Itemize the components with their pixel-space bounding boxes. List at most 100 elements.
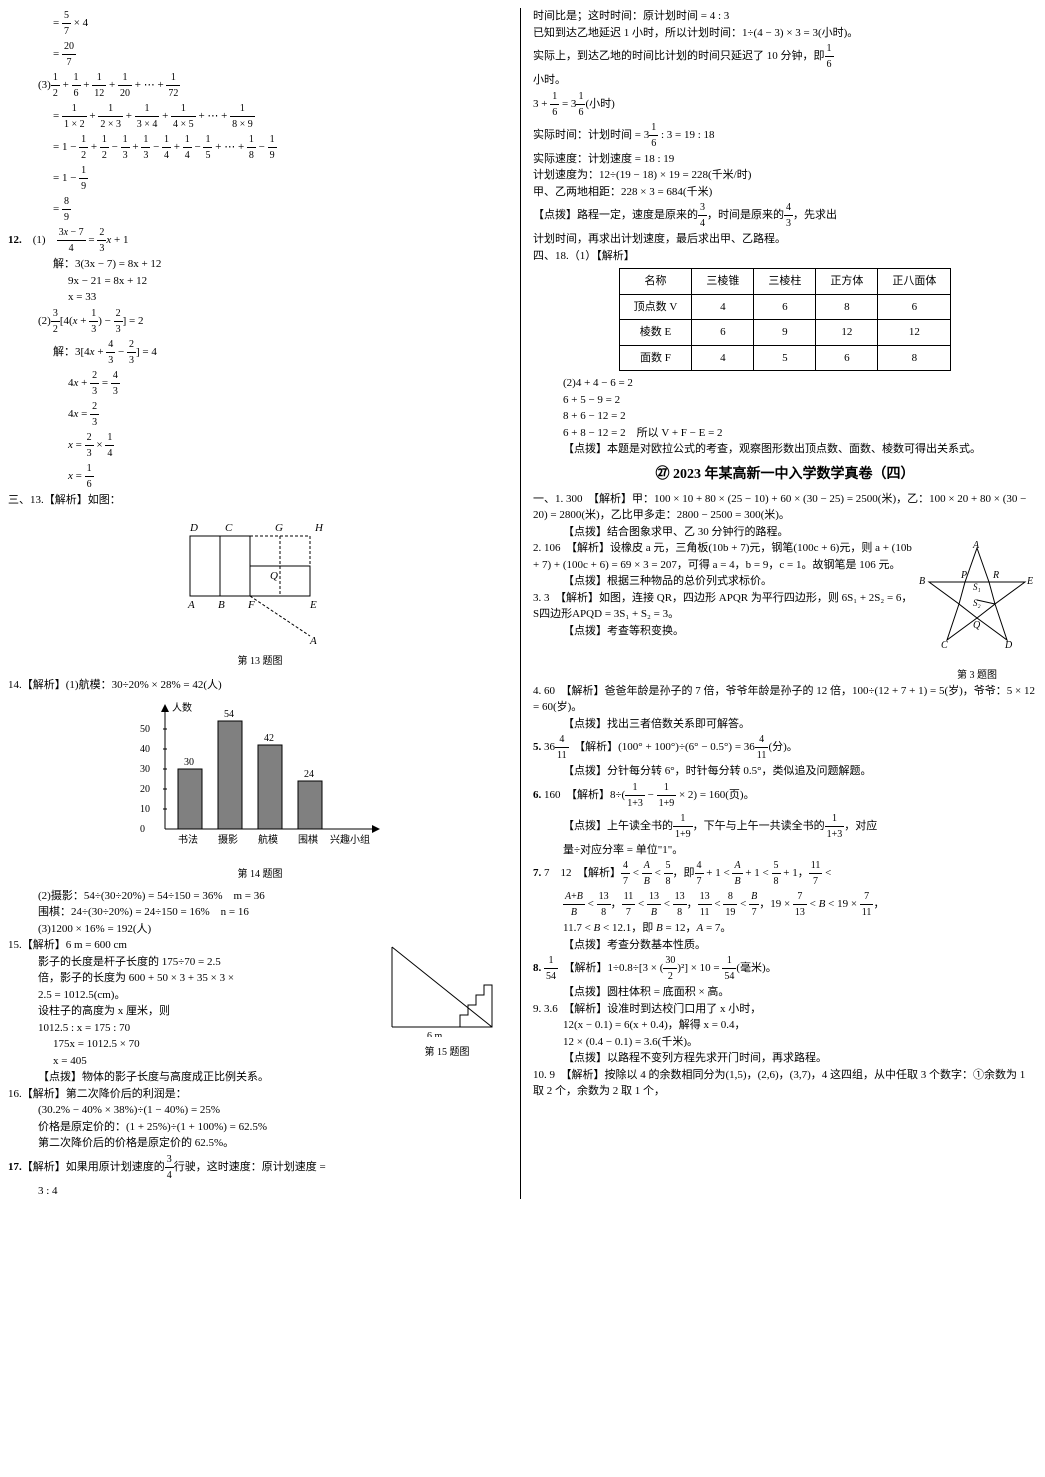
r-line: 已知到达乙地延迟 1 小时，所以计划时间：1÷(4 − 3) × 3 = 3(小… — [533, 25, 1037, 42]
q18-tip: 【点拨】本题是对欧拉公式的考查，观察图形数出顶点数、面数、棱数可得出关系式。 — [563, 441, 1037, 458]
q15-diagram: 6 m 第 15 题图 — [382, 937, 512, 1060]
q17: 17.【解析】如果用原计划速度的34行驶，这时速度：原计划速度 = — [8, 1152, 512, 1183]
svg-text:P: P — [960, 570, 967, 581]
svg-text:B: B — [919, 576, 925, 587]
svg-text:A: A — [187, 599, 195, 611]
q7-l: A+BB < 138，117 < 13B < 138，1311 < 819 < … — [563, 889, 1037, 920]
svg-text:Q: Q — [973, 620, 981, 631]
q14-2a: (2)摄影：54÷(30÷20%) = 54÷150 = 36% m = 36 — [38, 888, 512, 905]
q18-l: 6 + 8 − 12 = 2 所以 V + F − E = 2 — [563, 425, 1037, 442]
svg-text:书法: 书法 — [178, 833, 198, 846]
step: x = 33 — [68, 289, 512, 306]
svg-text:围棋: 围棋 — [298, 833, 318, 846]
q14-chart: 人数 0 10 20 30 40 50 30 54 42 24 — [8, 699, 512, 882]
step: x = 23 × 14 — [68, 430, 512, 461]
q16: 16.【解析】第二次降价后的利润是： — [8, 1086, 512, 1103]
svg-text:人数: 人数 — [172, 701, 192, 714]
q18-l: (2)4 + 4 − 6 = 2 — [563, 375, 1037, 392]
svg-text:R: R — [992, 570, 999, 581]
eq-line: = 57 × 4 — [53, 8, 512, 39]
q17-l: 3 : 4 — [38, 1183, 512, 1200]
eq-line: = 1 − 19 — [53, 163, 512, 194]
q7-tip: 【点拨】考查分数基本性质。 — [563, 937, 1037, 954]
svg-text:C: C — [225, 522, 233, 534]
q9-tip: 【点拨】以路程不变列方程先求开门时间，再求路程。 — [563, 1050, 1037, 1067]
svg-text:50: 50 — [140, 724, 150, 735]
svg-text:A: A — [309, 635, 317, 646]
r-line: 计划速度为：12÷(19 − 18) × 19 = 228(千米/时) — [533, 167, 1037, 184]
q16-l: (30.2% − 40% × 38%)÷(1 − 40%) = 25% — [38, 1102, 512, 1119]
svg-text:航模: 航模 — [258, 833, 278, 846]
svg-text:6 m: 6 m — [427, 1031, 443, 1037]
svg-text:E: E — [309, 599, 317, 611]
left-column: = 57 × 4 = 207 (3)12 + 16 + 112 + 120 + … — [8, 8, 521, 1199]
q5-tip: 【点拨】分针每分转 6°，时针每分转 0.5°，类似追及问题解题。 — [563, 763, 1037, 780]
r-line: 实际速度：计划速度 = 18 : 19 — [533, 151, 1037, 168]
q16-l: 第二次降价后的价格是原定价的 62.5%。 — [38, 1135, 512, 1152]
q15-tip: 【点拨】物体的影子长度与高度成正比例关系。 — [38, 1069, 512, 1086]
q6-tip2: 量÷对应分率 = 单位"1"。 — [563, 842, 1037, 859]
eq-line: = 1 − 12 + 12 − 13 + 13 − 14 + 14 − 15 +… — [53, 132, 512, 163]
r-line: 计划时间，再求出计划速度，最后求出甲、乙路程。 — [533, 231, 1037, 248]
eq-line: = 11 × 2 + 12 × 3 + 13 × 4 + 14 × 5 + ⋯ … — [53, 101, 512, 132]
svg-text:兴趣小组: 兴趣小组 — [330, 833, 370, 846]
svg-text:24: 24 — [304, 769, 314, 780]
q3: (3)12 + 16 + 112 + 120 + ⋯ + 172 — [38, 70, 512, 101]
q18-l: 6 + 5 − 9 = 2 — [563, 392, 1037, 409]
svg-text:D: D — [1004, 640, 1013, 651]
r-line: 甲、乙两地相距：228 × 3 = 684(千米) — [533, 184, 1037, 201]
svg-text:20: 20 — [140, 784, 150, 795]
svg-text:S₁: S₁ — [973, 582, 981, 592]
step: 解：3(3x − 7) = 8x + 12 — [53, 256, 512, 273]
svg-text:10: 10 — [140, 804, 150, 815]
star-diagram: A B E C D P R Q S₁ S₂ 第 3 题图 — [917, 540, 1037, 683]
q14: 14.【解析】(1)航模：30÷20% × 28% = 42(人) — [8, 677, 512, 694]
euler-table: 名称三棱锥三棱柱正方体正八面体 顶点数 V4686 棱数 E691212 面数 … — [619, 268, 952, 371]
r-line: 实际上，到达乙地的时间比计划的时间只延迟了 10 分钟，即16 — [533, 41, 1037, 72]
q12-2: (2)32[4(x + 13) − 23] = 2 — [38, 306, 512, 337]
r-line: 小时。 — [533, 72, 1037, 89]
q4-tip: 【点拨】找出三者倍数关系即可解答。 — [563, 716, 1037, 733]
svg-text:摄影: 摄影 — [218, 833, 238, 846]
q1-tip: 【点拨】结合图象求甲、乙 30 分钟行的路程。 — [563, 524, 1037, 541]
svg-text:F: F — [247, 599, 255, 611]
q10: 10. 9 【解析】按除以 4 的余数相同分为(1,5)，(2,6)，(3,7)… — [533, 1067, 1037, 1100]
step: 4x = 23 — [68, 399, 512, 430]
q9: 9. 3.6 【解析】设准时到达校门口用了 x 小时， — [533, 1001, 1037, 1018]
step: x = 16 — [68, 461, 512, 492]
svg-text:A: A — [972, 540, 980, 551]
title-27: ㉗ 2023 年某高新一中入学数学真卷（四） — [533, 464, 1037, 485]
step: 解：3[4x + 43 − 23] = 4 — [53, 337, 512, 368]
svg-text:40: 40 — [140, 744, 150, 755]
r-line: 实际时间：计划时间 = 316 : 3 = 19 : 18 — [533, 120, 1037, 151]
q14-2b: 围棋：24÷(30÷20%) = 24÷150 = 16% n = 16 — [38, 904, 512, 921]
r-line: 【点拨】路程一定，速度是原来的34，时间是原来的43，先求出 — [533, 200, 1037, 231]
q8-tip: 【点拨】圆柱体积 = 底面积 × 高。 — [563, 984, 1037, 1001]
svg-text:G: G — [275, 522, 283, 534]
q5: 5. 36411 【解析】(100° + 100°)÷(6° − 0.5°) =… — [533, 732, 1037, 763]
q6: 6. 160 【解析】8÷(11+3 − 11+9 × 2) = 160(页)。 — [533, 780, 1037, 811]
q6-tip: 【点拨】上午读全书的11+9，下午与上午一共读全书的11+3，对应 — [563, 811, 1037, 842]
q13: 三、13.【解析】如图： — [8, 492, 512, 509]
svg-text:42: 42 — [264, 733, 274, 744]
svg-text:D: D — [189, 522, 198, 534]
svg-text:C: C — [941, 640, 948, 651]
svg-text:S₂: S₂ — [973, 598, 981, 608]
q16-l: 价格是原定价的：(1 + 25%)÷(1 + 100%) = 62.5% — [38, 1119, 512, 1136]
q14-3: (3)1200 × 16% = 192(人) — [38, 921, 512, 938]
svg-text:54: 54 — [224, 709, 234, 720]
r-line: 3 + 16 = 316(小时) — [533, 89, 1037, 120]
svg-text:30: 30 — [184, 757, 194, 768]
svg-text:0: 0 — [140, 824, 145, 835]
eq-line: = 89 — [53, 194, 512, 225]
q4: 4. 60 【解析】爸爸年龄是孙子的 7 倍，爷爷年龄是孙子的 12 倍，100… — [533, 683, 1037, 716]
svg-text:E: E — [1026, 576, 1033, 587]
q18: 四、18.（1）【解析】 — [533, 248, 1037, 265]
svg-text:H: H — [314, 522, 324, 534]
q1: 一、1. 300 【解析】甲：100 × 10 + 80 × (25 − 10)… — [533, 491, 1037, 524]
r-line: 时间比是；这时时间：原计划时间 = 4 : 3 — [533, 8, 1037, 25]
q8: 8. 154 【解析】1÷0.8÷[3 × (302)²] × 10 = 154… — [533, 953, 1037, 984]
q7: 7. 7 12 【解析】47 < AB < 58，即47 + 1 < AB + … — [533, 858, 1037, 889]
q9b: 12(x − 0.1) = 6(x + 0.4)，解得 x = 0.4， — [563, 1017, 1037, 1034]
step: 9x − 21 = 8x + 12 — [68, 273, 512, 290]
